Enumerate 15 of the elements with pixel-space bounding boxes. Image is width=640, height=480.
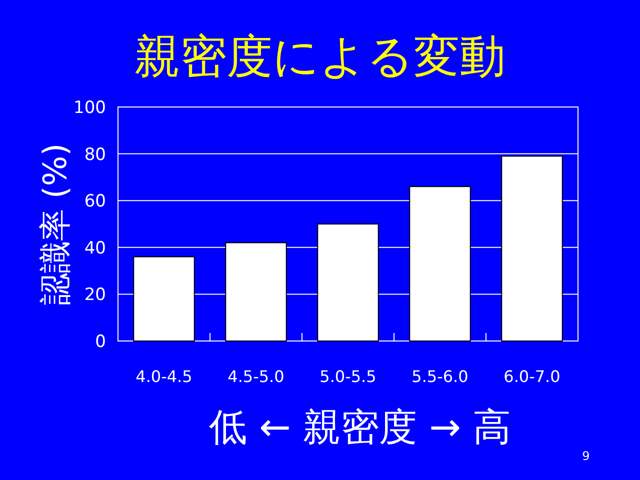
y-axis-title: 認識率 (%) [36, 143, 74, 305]
x-tick-label: 4.0-4.5 [136, 367, 192, 386]
x-tick-label: 6.0-7.0 [504, 367, 560, 386]
x-tick-label: 4.5-5.0 [228, 367, 284, 386]
x-axis-title: 低 ← 親密度 → 高 [209, 405, 511, 449]
text: 9 [582, 449, 590, 463]
y-tick-label: 100 [74, 98, 106, 118]
y-tick-label: 80 [84, 144, 106, 165]
y-tick-label: 0 [95, 332, 106, 352]
y-tick-label: 40 [84, 238, 106, 258]
x-tick-label: 5.0-5.5 [320, 367, 376, 386]
x-tick-label: 5.5-6.0 [412, 367, 468, 386]
chart-title: 親密度による変動 [134, 29, 506, 83]
y-tick-label: 60 [84, 192, 106, 212]
y-tick-label: 20 [84, 285, 106, 306]
